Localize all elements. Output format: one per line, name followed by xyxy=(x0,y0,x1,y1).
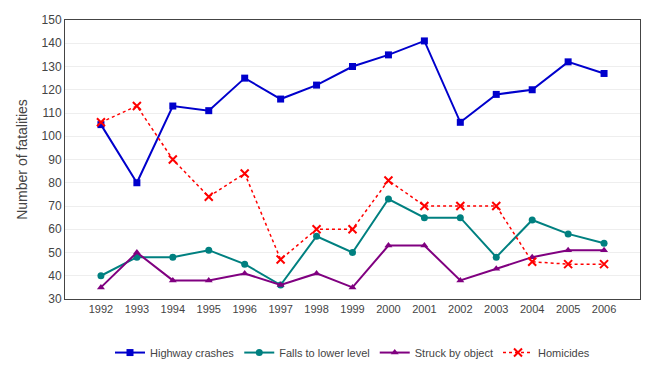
svg-text:60: 60 xyxy=(48,222,62,236)
svg-text:150: 150 xyxy=(42,13,62,27)
svg-text:140: 140 xyxy=(42,36,62,50)
svg-text:90: 90 xyxy=(48,153,62,167)
svg-text:Number of fatalities: Number of fatalities xyxy=(14,99,30,220)
svg-text:100: 100 xyxy=(42,129,62,143)
svg-text:2000: 2000 xyxy=(376,303,400,315)
svg-text:80: 80 xyxy=(48,176,62,190)
svg-text:2006: 2006 xyxy=(592,303,616,315)
svg-text:40: 40 xyxy=(48,269,62,283)
svg-text:2003: 2003 xyxy=(484,303,508,315)
svg-text:2002: 2002 xyxy=(448,303,472,315)
svg-text:70: 70 xyxy=(48,199,62,213)
svg-text:30: 30 xyxy=(48,292,62,306)
svg-text:Struck by object: Struck by object xyxy=(415,347,493,359)
svg-text:130: 130 xyxy=(42,60,62,74)
svg-text:1996: 1996 xyxy=(232,303,256,315)
svg-text:1993: 1993 xyxy=(125,303,149,315)
svg-text:110: 110 xyxy=(42,106,61,120)
svg-text:50: 50 xyxy=(48,246,62,260)
svg-text:1994: 1994 xyxy=(161,303,185,315)
svg-text:120: 120 xyxy=(42,83,62,97)
svg-text:1997: 1997 xyxy=(268,303,292,315)
svg-text:2004: 2004 xyxy=(520,303,544,315)
svg-text:Homicides: Homicides xyxy=(538,347,590,359)
svg-text:2005: 2005 xyxy=(556,303,580,315)
svg-text:2001: 2001 xyxy=(412,303,436,315)
svg-text:1995: 1995 xyxy=(197,303,221,315)
svg-text:1999: 1999 xyxy=(340,303,364,315)
svg-text:Falls to lower level: Falls to lower level xyxy=(279,347,369,359)
svg-text:1998: 1998 xyxy=(304,303,328,315)
svg-text:Highway crashes: Highway crashes xyxy=(150,347,234,359)
svg-text:1992: 1992 xyxy=(89,303,113,315)
